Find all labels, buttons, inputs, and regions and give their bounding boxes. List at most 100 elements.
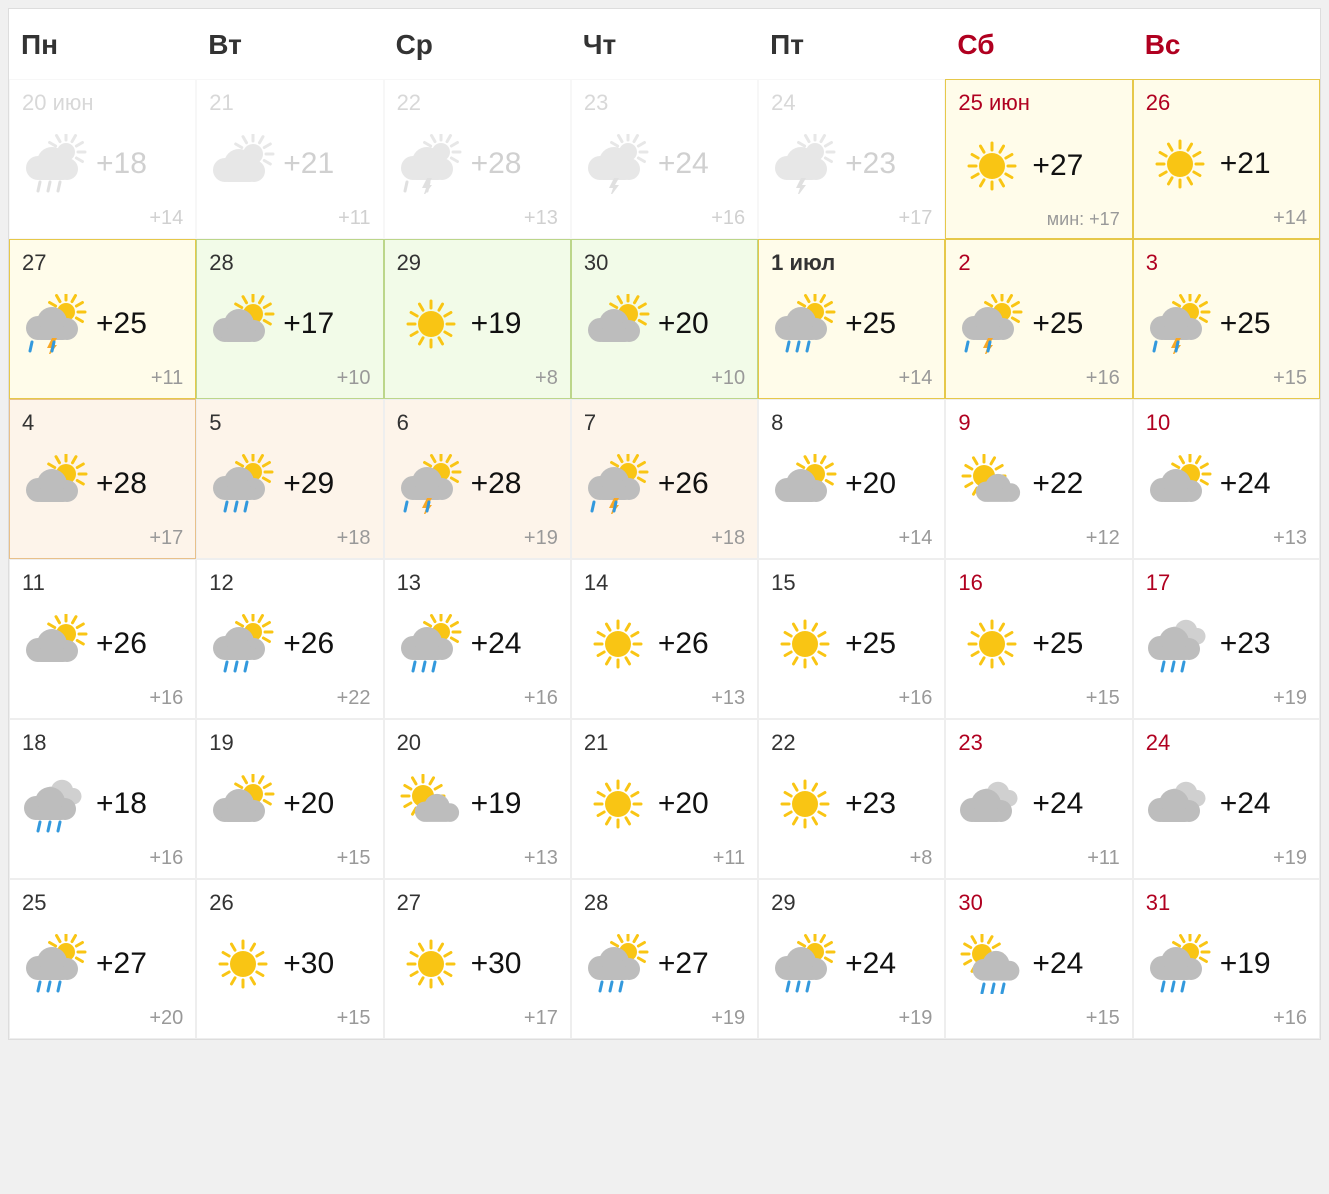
temp-high: +21 [283,147,334,181]
temp-low: +14 [771,367,932,390]
day-cell[interactable]: 15+25+16 [758,559,945,719]
day-cell[interactable]: 25 +27+20 [9,879,196,1039]
day-cell[interactable]: 23 +24+11 [945,719,1132,879]
temp-high: +18 [96,147,147,181]
sun-icon [397,934,465,994]
day-cell[interactable]: 27 +25+11 [9,239,196,399]
temp-high: +20 [283,787,334,821]
day-cell[interactable]: 20 июн +18+14 [9,79,196,239]
date-label: 31 [1146,890,1307,916]
day-cell[interactable]: 30 +24+15 [945,879,1132,1039]
sun-icon [958,136,1026,196]
day-cell[interactable]: 17 +23+19 [1133,559,1320,719]
temp-high: +19 [471,787,522,821]
clouds-rain-icon [22,774,90,834]
date-label: 30 [958,890,1119,916]
day-mid: +25 [958,602,1119,685]
temp-high: +25 [96,307,147,341]
day-cell[interactable]: 22+23+8 [758,719,945,879]
temp-low: +13 [584,687,745,710]
day-mid: +28 [397,122,558,205]
temp-low: +18 [584,527,745,550]
day-cell[interactable]: 5 +29+18 [196,399,383,559]
day-cell[interactable]: 25 июн+27мин: +17 [945,79,1132,239]
sun-icon [958,614,1026,674]
day-cell[interactable]: 6 +28+19 [384,399,571,559]
sun-icon [209,934,277,994]
sun-icon [771,774,839,834]
date-label: 28 [584,890,745,916]
temp-low: +8 [397,367,558,390]
date-label: 10 [1146,410,1307,436]
day-cell[interactable]: 22 +28+13 [384,79,571,239]
day-cell[interactable]: 8 +20+14 [758,399,945,559]
temp-low: +19 [1146,687,1307,710]
temp-high: +23 [1220,627,1271,661]
day-mid: +25 [1146,282,1307,365]
day-cell[interactable]: 29+19+8 [384,239,571,399]
day-cell[interactable]: 18 +18+16 [9,719,196,879]
temp-low: +18 [209,527,370,550]
temp-high: +25 [1032,307,1083,341]
day-mid: +25 [771,282,932,365]
day-cell[interactable]: 24 +24+19 [1133,719,1320,879]
day-mid: +20 [209,762,370,845]
temp-low: +16 [22,687,183,710]
temp-high: +25 [845,307,896,341]
day-cell[interactable]: 27+30+17 [384,879,571,1039]
temp-low: +20 [22,1007,183,1030]
day-cell[interactable]: 9 +22+12 [945,399,1132,559]
day-cell[interactable]: 1 июл +25+14 [758,239,945,399]
sun-cloud-icon [397,774,465,834]
date-label: 13 [397,570,558,596]
date-label: 21 [209,90,370,116]
day-cell[interactable]: 19 +20+15 [196,719,383,879]
temp-high: +29 [283,467,334,501]
temp-high: +22 [1032,467,1083,501]
day-cell[interactable]: 16+25+15 [945,559,1132,719]
day-mid: +25 [771,602,932,685]
sun-cloud-rain-icon [958,934,1026,994]
day-cell[interactable]: 12 +26+22 [196,559,383,719]
day-cell[interactable]: 30 +20+10 [571,239,758,399]
day-cell[interactable]: 31 +19+16 [1133,879,1320,1039]
day-cell[interactable]: 14+26+13 [571,559,758,719]
day-cell[interactable]: 26+21+14 [1133,79,1320,239]
day-cell[interactable]: 7 +26+18 [571,399,758,559]
temp-high: +19 [1220,947,1271,981]
date-label: 14 [584,570,745,596]
day-mid: +28 [22,442,183,525]
day-cell[interactable]: 23 +24+16 [571,79,758,239]
date-label: 23 [958,730,1119,756]
temp-low: +11 [584,847,745,870]
day-cell[interactable]: 3 +25+15 [1133,239,1320,399]
day-cell[interactable]: 28 +17+10 [196,239,383,399]
day-cell[interactable]: 20 +19+13 [384,719,571,879]
day-cell[interactable]: 13 +24+16 [384,559,571,719]
temp-low: +15 [1146,367,1307,390]
date-label: 25 [22,890,183,916]
day-cell[interactable]: 21+20+11 [571,719,758,879]
day-cell[interactable]: 24 +23+17 [758,79,945,239]
day-cell[interactable]: 4 +28+17 [9,399,196,559]
sun-cloud-icon [958,454,1026,514]
date-label: 26 [1146,90,1307,116]
day-mid: +23 [1146,602,1307,685]
day-cell[interactable]: 2 +25+16 [945,239,1132,399]
day-mid: +19 [1146,922,1307,1005]
clouds-icon [958,774,1026,834]
day-mid: +22 [958,442,1119,525]
day-cell[interactable]: 28 +27+19 [571,879,758,1039]
temp-low: +13 [397,207,558,230]
date-label: 8 [771,410,932,436]
day-cell[interactable]: 29 +24+19 [758,879,945,1039]
day-header: Ср [384,9,571,79]
temp-high: +25 [845,627,896,661]
day-cell[interactable]: 21 +21+11 [196,79,383,239]
day-cell[interactable]: 11 +26+16 [9,559,196,719]
day-mid: +17 [209,282,370,365]
day-cell[interactable]: 10 +24+13 [1133,399,1320,559]
day-cell[interactable]: 26+30+15 [196,879,383,1039]
cloud-sun-bolt-icon [584,134,652,194]
day-header: Пн [9,9,196,79]
